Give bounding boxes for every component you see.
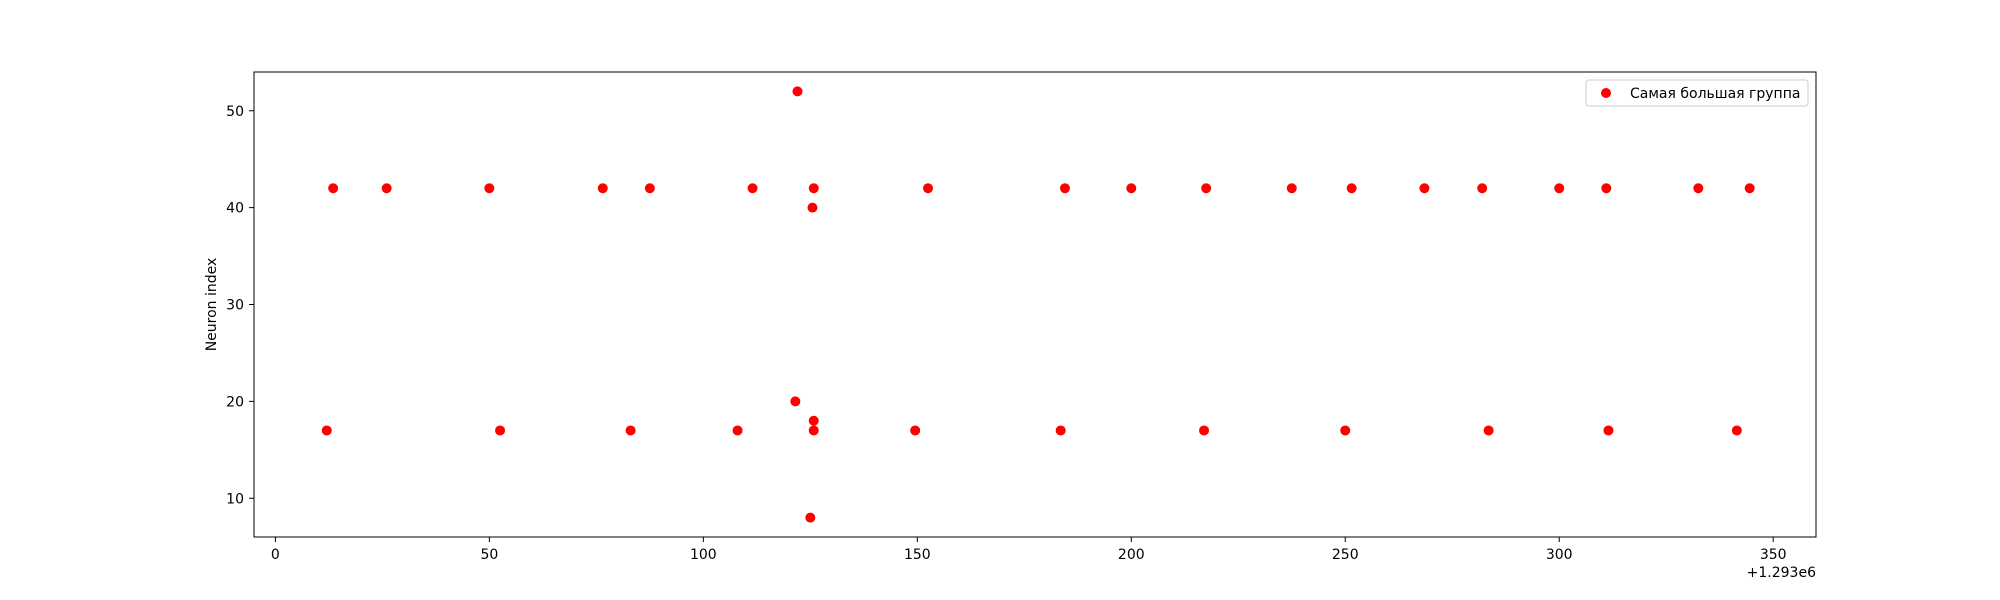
data-point [1055,425,1066,436]
data-point [923,183,934,194]
data-point [807,202,818,213]
x-axis: 0 50 100 150 200 250 300 350 [271,537,1787,563]
y-tick-label: 10 [226,491,244,507]
data-point [1554,183,1565,194]
x-tick-label: 150 [904,547,931,563]
data-point [328,183,339,194]
data-point [805,512,816,523]
x-tick-label: 50 [480,547,498,563]
data-point [732,425,743,436]
data-point [495,425,506,436]
data-point [1744,183,1755,194]
data-point [1059,183,1070,194]
data-point [1286,183,1297,194]
x-tick-label: 350 [1760,547,1787,563]
data-point [1419,183,1430,194]
y-axis-label: Neuron index [204,258,220,352]
legend: Самая большая группа [1585,79,1809,107]
legend-frame [1585,79,1809,107]
x-tick-label: 0 [271,547,280,563]
data-point [644,183,655,194]
y-tick-label: 40 [226,201,244,217]
data-point [1199,425,1210,436]
data-point [808,425,819,436]
y-tick-label: 30 [226,298,244,314]
data-point [790,396,801,407]
data-point [1731,425,1742,436]
x-tick-label: 300 [1546,547,1573,563]
data-point [1693,183,1704,194]
data-point [747,183,758,194]
data-point [625,425,636,436]
data-point [381,183,392,194]
y-tick-label: 20 [226,394,244,410]
y-axis: 10 20 30 40 50 [226,104,254,507]
y-tick-label: 50 [226,104,244,120]
x-axis-offset-label: +1.293e6 [1747,565,1816,581]
data-points [321,86,1755,523]
x-tick-label: 100 [690,547,717,563]
data-point [1126,183,1137,194]
data-point [597,183,608,194]
data-point [484,183,495,194]
legend-marker [1601,88,1611,98]
data-point [910,425,921,436]
data-point [1346,183,1357,194]
data-point [792,86,803,97]
data-point [1483,425,1494,436]
x-tick-label: 250 [1332,547,1359,563]
data-point [1477,183,1488,194]
data-point [1340,425,1351,436]
data-point [1603,425,1614,436]
x-tick-label: 200 [1118,547,1145,563]
data-point [1601,183,1612,194]
legend-label: Самая большая группа [1630,86,1800,102]
data-point [808,415,819,426]
data-point [1201,183,1212,194]
data-point [321,425,332,436]
data-point [808,183,819,194]
